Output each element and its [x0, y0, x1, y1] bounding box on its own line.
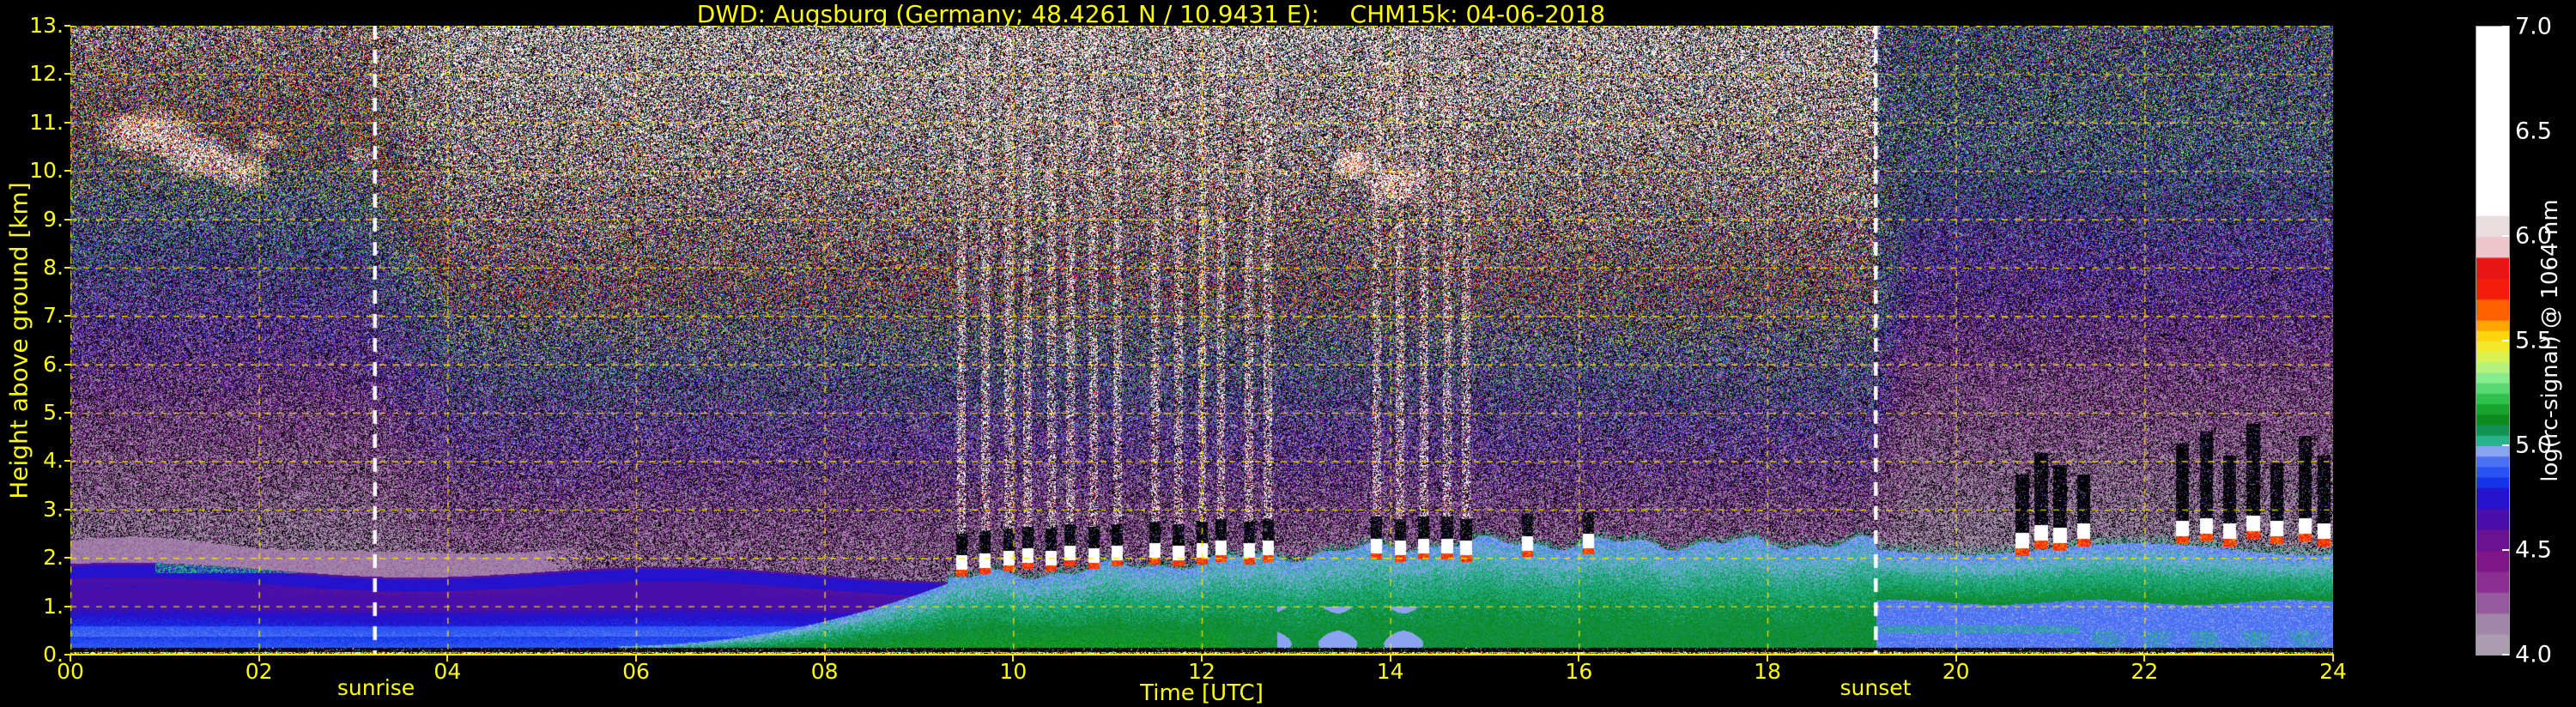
x-tick-label: 12	[1188, 659, 1215, 684]
colorbar-tick-mark	[2502, 235, 2509, 237]
x-tick-label: 22	[2131, 659, 2159, 684]
colorbar-tick-label: 5.5	[2515, 327, 2552, 354]
y-tick-mark	[64, 557, 70, 559]
y-tick-mark	[64, 412, 70, 414]
x-tick-mark	[2143, 656, 2146, 662]
x-tick-mark	[1012, 656, 1015, 662]
colorbar-tick-mark	[2502, 654, 2509, 656]
x-tick-mark	[1955, 656, 1957, 662]
x-tick-mark	[1389, 656, 1391, 662]
y-tick-mark	[64, 315, 70, 317]
colorbar-tick-label: 5.0	[2515, 432, 2552, 459]
y-tick-mark	[64, 460, 70, 462]
y-tick-mark	[64, 363, 70, 366]
y-tick-label: 0.	[43, 641, 64, 667]
colorbar-tick-mark	[2502, 340, 2509, 341]
backscatter-heatmap	[70, 26, 2333, 655]
y-tick-mark	[64, 170, 70, 172]
y-tick-label: 6.	[43, 351, 64, 377]
y-tick-mark	[64, 266, 70, 269]
y-tick-mark	[64, 605, 70, 607]
y-tick-mark	[64, 121, 70, 124]
x-tick-label: 18	[1754, 659, 1781, 684]
y-tick-label: 7.	[43, 303, 64, 329]
y-tick-label: 8.	[43, 254, 64, 280]
y-tick-label: 10.	[29, 158, 64, 184]
colorbar-tick-label: 7.0	[2515, 13, 2552, 40]
x-tick-label: 16	[1565, 659, 1593, 684]
y-tick-label: 13.	[29, 12, 64, 38]
y-tick-mark	[64, 508, 70, 511]
y-tick-mark	[64, 73, 70, 76]
x-tick-mark	[823, 656, 826, 662]
x-tick-label: 10	[999, 659, 1027, 684]
x-tick-label: 00	[57, 659, 84, 684]
sunset-label: sunset	[1840, 675, 1912, 700]
x-tick-label: 20	[1942, 659, 1970, 684]
colorbar-tick-label: 6.5	[2515, 118, 2552, 145]
sunrise-label: sunrise	[336, 675, 415, 700]
y-tick-mark	[64, 25, 70, 27]
x-tick-label: 08	[810, 659, 839, 684]
x-tick-mark	[258, 656, 260, 662]
x-tick-mark	[1201, 656, 1203, 662]
y-tick-label: 12.	[29, 61, 64, 87]
x-tick-mark	[1767, 656, 1768, 662]
x-tick-label: 14	[1376, 659, 1404, 684]
colorbar-tick-label: 4.0	[2515, 641, 2552, 668]
x-tick-label: 24	[2319, 659, 2347, 684]
x-tick-label: 06	[622, 659, 650, 684]
x-tick-mark	[446, 656, 449, 662]
y-tick-label: 4.	[43, 448, 64, 474]
colorbar-tick-mark	[2502, 549, 2509, 551]
y-tick-label: 3.	[43, 496, 64, 522]
x-tick-mark	[2332, 656, 2334, 662]
colorbar-tick-mark	[2502, 26, 2509, 27]
y-tick-label: 2.	[43, 545, 64, 571]
y-tick-label: 1.	[43, 593, 64, 619]
x-axis-label: Time [UTC]	[1140, 680, 1264, 706]
x-tick-mark	[635, 656, 637, 662]
y-tick-label: 11.	[29, 109, 64, 135]
x-tick-mark	[70, 656, 71, 662]
y-tick-mark	[64, 218, 70, 221]
y-tick-label: 5.	[43, 399, 64, 425]
x-tick-label: 04	[433, 659, 462, 684]
colorbar-tick-mark	[2502, 444, 2509, 446]
y-tick-label: 9.	[43, 206, 64, 232]
page-title: DWD: Augsburg (Germany; 48.4261 N / 10.9…	[696, 0, 1606, 28]
colorbar-tick-label: 4.5	[2515, 536, 2552, 564]
colorbar-tick-mark	[2502, 130, 2509, 132]
x-axis-spine	[70, 654, 2334, 656]
colorbar-tick-label: 6.0	[2515, 222, 2552, 250]
x-tick-mark	[1578, 656, 1580, 662]
x-tick-label: 02	[245, 659, 273, 684]
y-tick-mark	[64, 654, 70, 656]
